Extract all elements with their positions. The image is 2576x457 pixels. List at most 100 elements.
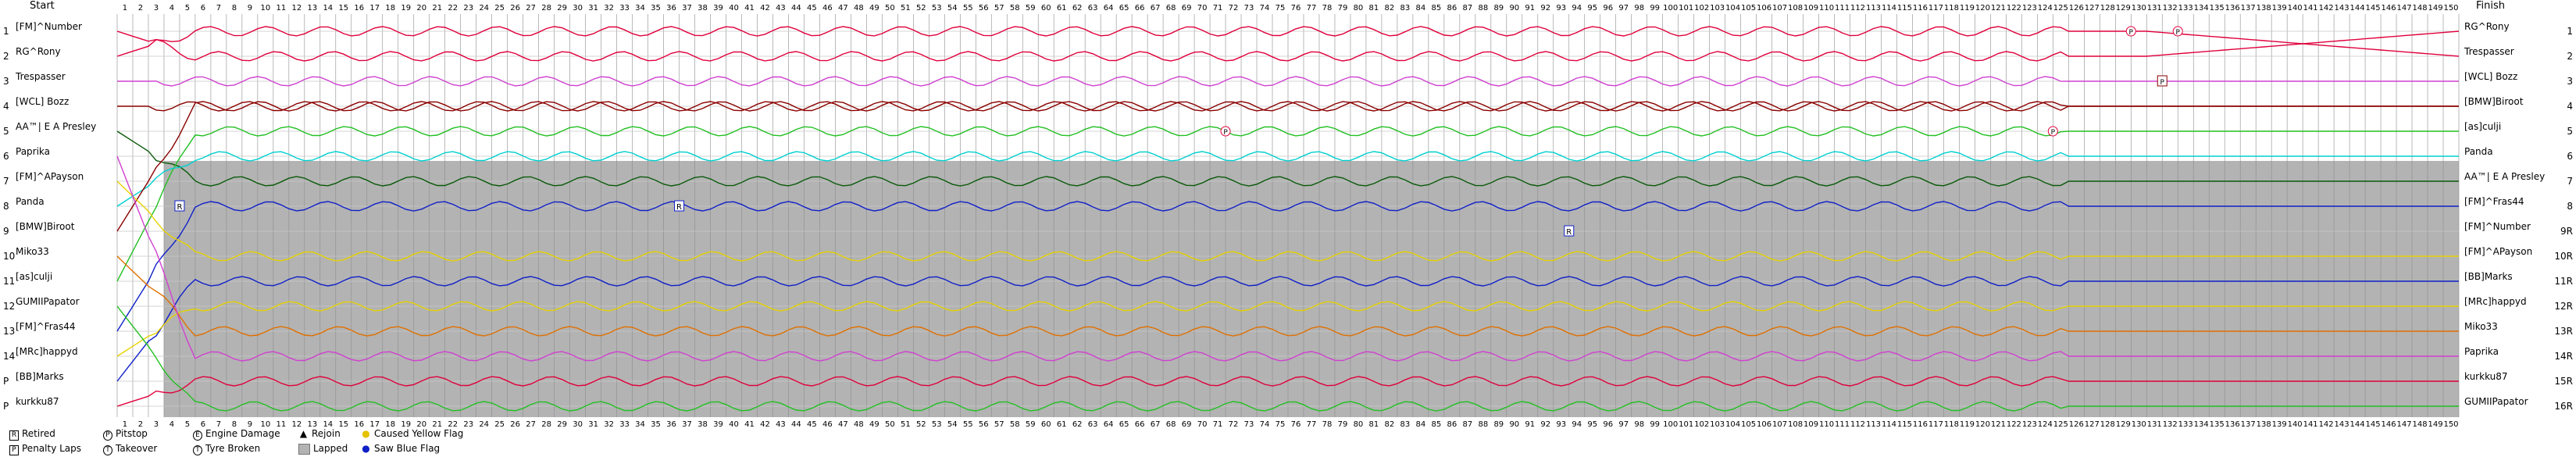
- lap-tick-label-bottom: 1: [123, 420, 127, 429]
- start-driver-name: AA™| E A Presley: [16, 121, 96, 132]
- lap-tick-label-top: 29: [557, 4, 567, 12]
- legend-tyre: T Tyre Broken: [193, 441, 260, 455]
- lap-tick-label-bottom: 132: [2163, 420, 2178, 429]
- driver-line: [116, 151, 2459, 207]
- finish-driver-name: [MRc]happyd: [2464, 296, 2527, 307]
- lap-tick-label-top: 98: [1634, 4, 1644, 12]
- legend-retired-label: Retired: [22, 428, 55, 439]
- lap-tick-label-bottom: 141: [2303, 420, 2318, 429]
- lap-tick-label-top: 49: [869, 4, 879, 12]
- lap-tick-label-bottom: 37: [682, 420, 692, 429]
- finish-position-number: 7: [2567, 176, 2573, 187]
- start-driver-name: [WCL] Bozz: [16, 96, 69, 107]
- lap-tick-label-top: 60: [1041, 4, 1051, 12]
- lapped-swatch: [298, 443, 310, 455]
- lap-tick-label-top: 110: [1819, 4, 1834, 12]
- lap-tick-label-bottom: 60: [1041, 420, 1051, 429]
- lap-tick-label-bottom: 38: [698, 420, 708, 429]
- lap-tick-label-bottom: 102: [1694, 420, 1709, 429]
- lap-tick-label-bottom: 81: [1369, 420, 1379, 429]
- lap-tick-label-top: 21: [432, 4, 442, 12]
- lap-tick-label-top: 40: [729, 4, 739, 12]
- lap-tick-label-bottom: 105: [1741, 420, 1756, 429]
- retired-marker-letter: R: [177, 203, 182, 212]
- lap-tick-label-top: 106: [1757, 4, 1771, 12]
- lap-tick-label-top: 150: [2443, 4, 2458, 12]
- legend-takeover: T Takeover: [103, 441, 157, 455]
- lap-tick-label-bottom: 14: [323, 420, 333, 429]
- lap-tick-label-bottom: 75: [1276, 420, 1286, 429]
- lap-tick-label-top: 75: [1276, 4, 1286, 12]
- lap-tick-label-bottom: 142: [2319, 420, 2334, 429]
- driver-line: [116, 26, 2460, 57]
- driver-line: [116, 305, 2459, 412]
- lap-tick-label-bottom: 35: [651, 420, 661, 429]
- lap-tick-label-top: 73: [1244, 4, 1254, 12]
- lap-tick-label-bottom: 15: [338, 420, 348, 429]
- lap-tick-label-top: 122: [2007, 4, 2021, 12]
- lap-tick-label-top: 89: [1493, 4, 1504, 12]
- lap-tick-label-top: 145: [2366, 4, 2381, 12]
- lap-tick-label-bottom: 136: [2225, 420, 2240, 429]
- legend-engine-label: Engine Damage: [205, 428, 280, 439]
- plot-area: [116, 14, 2460, 417]
- driver-line: [116, 30, 2460, 62]
- lap-tick-label-bottom: 32: [604, 420, 614, 429]
- lap-tick-label-bottom: 145: [2366, 420, 2381, 429]
- finish-driver-name: [FM]^APayson: [2464, 246, 2532, 257]
- lap-tick-label-top: 78: [1322, 4, 1333, 12]
- finish-header: Finish: [2476, 0, 2506, 12]
- lap-tick-label-bottom: 116: [1913, 420, 1928, 429]
- start-driver-name: Trespasser: [15, 71, 66, 82]
- finish-position-number: 9R: [2560, 226, 2573, 237]
- lap-tick-label-bottom: 29: [557, 420, 567, 429]
- lap-tick-label-top: 6: [201, 4, 205, 12]
- driver-line: [116, 255, 2459, 337]
- legend-penalty: P Penalty Laps: [9, 441, 81, 455]
- finish-position-number: 1: [2567, 26, 2573, 37]
- lap-tick-label-top: 139: [2272, 4, 2287, 12]
- lap-tick-label-top: 116: [1913, 4, 1928, 12]
- lap-tick-label-top: 99: [1650, 4, 1660, 12]
- lap-tick-label-top: 66: [1135, 4, 1145, 12]
- lap-tick-label-bottom: 9: [248, 420, 252, 429]
- lap-tick-label-bottom: 7: [216, 420, 221, 429]
- penalty-icon: P: [9, 445, 19, 455]
- lap-tick-label-bottom: 110: [1819, 420, 1834, 429]
- lap-tick-label-top: 19: [401, 4, 411, 12]
- legend-penalty-label: Penalty Laps: [22, 443, 82, 454]
- lap-tick-label-top: 18: [385, 4, 395, 12]
- lap-tick-label-top: 46: [822, 4, 833, 12]
- lap-tick-label-top: 96: [1603, 4, 1613, 12]
- start-position-number: 3: [3, 76, 9, 87]
- lap-tick-label-top: 120: [1975, 4, 1990, 12]
- lap-tick-label-top: 119: [1960, 4, 1975, 12]
- lap-tick-label-bottom: 42: [760, 420, 770, 429]
- lap-tick-label-bottom: 21: [432, 420, 442, 429]
- lap-tick-label-bottom: 96: [1603, 420, 1613, 429]
- legend-yellow: ● Caused Yellow Flag: [361, 427, 463, 441]
- lap-tick-label-bottom: 100: [1663, 420, 1678, 429]
- lap-tick-label-bottom: 120: [1975, 420, 1990, 429]
- lap-tick-label-top: 76: [1291, 4, 1301, 12]
- lap-tick-label-bottom: 94: [1572, 420, 1582, 429]
- lap-tick-label-bottom: 11: [276, 420, 286, 429]
- lap-tick-label-bottom: 123: [2022, 420, 2037, 429]
- lap-tick-label-top: 72: [1229, 4, 1239, 12]
- start-position-number: 2: [3, 51, 9, 62]
- lap-tick-label-bottom: 107: [1772, 420, 1787, 429]
- finish-driver-name: [as]culji: [2464, 121, 2501, 132]
- start-position-number: 1: [3, 26, 9, 37]
- lap-tick-label-bottom: 119: [1960, 420, 1975, 429]
- lap-tick-label-bottom: 52: [916, 420, 926, 429]
- lap-tick-label-bottom: 149: [2428, 420, 2442, 429]
- legend-engine: E Engine Damage: [193, 427, 280, 441]
- finish-driver-name: Paprika: [2464, 346, 2499, 357]
- start-driver-name: Miko33: [16, 246, 49, 257]
- lap-tick-label-top: 74: [1260, 4, 1270, 12]
- lap-tick-label-bottom: 77: [1307, 420, 1317, 429]
- finish-position-number: 12R: [2554, 301, 2573, 312]
- start-driver-name: Panda: [16, 196, 45, 207]
- lap-tick-label-bottom: 150: [2443, 420, 2458, 429]
- penalty-marker-letter: P: [2160, 79, 2165, 87]
